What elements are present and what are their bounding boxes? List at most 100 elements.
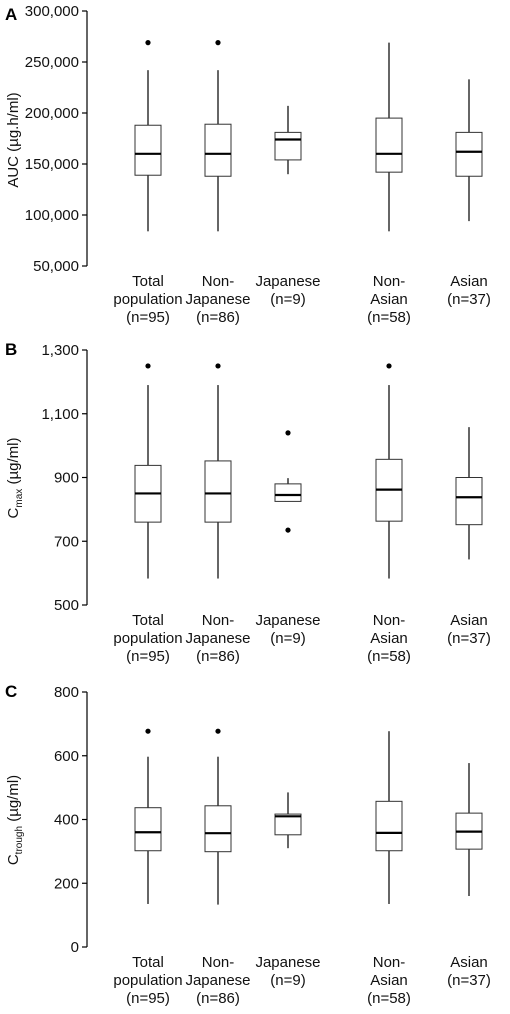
box-5 bbox=[455, 763, 483, 896]
y-tick-label: 300,000 bbox=[25, 3, 79, 20]
box-5 bbox=[455, 79, 483, 222]
box-3 bbox=[274, 105, 302, 175]
outlier-point bbox=[285, 527, 291, 533]
category-label: (n=95) bbox=[126, 309, 170, 326]
category-label: (n=58) bbox=[367, 990, 411, 1007]
y-tick-label: 1,300 bbox=[41, 342, 79, 359]
category-label: Non- bbox=[202, 954, 235, 971]
y-tick-label: 0 bbox=[71, 939, 79, 956]
category-label: Asian bbox=[370, 291, 408, 308]
box-3 bbox=[274, 430, 302, 533]
y-tick-label: 500 bbox=[54, 597, 79, 614]
outlier-point bbox=[145, 40, 151, 46]
category-label: (n=9) bbox=[270, 630, 305, 647]
iqr-box bbox=[375, 800, 403, 852]
y-axis-label-subscript: trough bbox=[14, 826, 25, 854]
box-4 bbox=[375, 363, 403, 579]
y-tick-label: 600 bbox=[54, 748, 79, 765]
panel-letter: C bbox=[5, 682, 17, 701]
category-label: (n=58) bbox=[367, 648, 411, 665]
panel-letter: B bbox=[5, 340, 17, 359]
category-label: Asian bbox=[450, 273, 488, 290]
category-label: Japanese bbox=[185, 291, 250, 308]
category-label: Asian bbox=[450, 954, 488, 971]
box-2 bbox=[204, 728, 232, 905]
category-label: (n=86) bbox=[196, 309, 240, 326]
category-label: (n=9) bbox=[270, 972, 305, 989]
iqr-box bbox=[204, 123, 232, 177]
y-tick-label: 1,100 bbox=[41, 406, 79, 423]
category-label: Total bbox=[132, 954, 164, 971]
y-tick-label: 150,000 bbox=[25, 156, 79, 173]
category-label: Total bbox=[132, 273, 164, 290]
outlier-point bbox=[145, 363, 151, 369]
iqr-box bbox=[134, 124, 162, 176]
y-tick-label: 800 bbox=[54, 684, 79, 701]
box-4 bbox=[375, 42, 403, 232]
category-label: (n=95) bbox=[126, 648, 170, 665]
y-axis-label: AUC (µg.h/ml) bbox=[5, 92, 22, 187]
category-label: Japanese bbox=[255, 273, 320, 290]
iqr-box bbox=[375, 117, 403, 173]
category-label: (n=37) bbox=[447, 630, 491, 647]
iqr-box bbox=[455, 131, 483, 177]
category-label: Asian bbox=[370, 972, 408, 989]
box-1 bbox=[134, 363, 162, 579]
iqr-box bbox=[274, 483, 302, 502]
category-label: (n=86) bbox=[196, 990, 240, 1007]
category-label: (n=37) bbox=[447, 972, 491, 989]
category-label: Non- bbox=[202, 273, 235, 290]
y-axis-label-units: (µg/ml) bbox=[5, 775, 22, 826]
category-label: Japanese bbox=[185, 972, 250, 989]
y-tick-label: 900 bbox=[54, 470, 79, 487]
category-label: Non- bbox=[202, 612, 235, 629]
outlier-point bbox=[215, 728, 221, 734]
outlier-point bbox=[145, 728, 151, 734]
panel-b: B 500 700 900 1,100 1,300 Cmax (µg/ml) Totalpop… bbox=[5, 340, 491, 665]
iqr-box bbox=[204, 460, 232, 523]
category-label: population bbox=[113, 291, 182, 308]
category-label: Japanese bbox=[255, 954, 320, 971]
box-2 bbox=[204, 40, 232, 232]
panel-letter: A bbox=[5, 5, 17, 24]
y-axis-label-units: (µg/ml) bbox=[5, 438, 22, 489]
category-label: Japanese bbox=[255, 612, 320, 629]
box-1 bbox=[134, 40, 162, 232]
category-label: (n=95) bbox=[126, 990, 170, 1007]
category-label: (n=58) bbox=[367, 309, 411, 326]
outlier-point bbox=[215, 363, 221, 369]
category-label: Non- bbox=[373, 954, 406, 971]
iqr-box bbox=[274, 813, 302, 836]
iqr-box bbox=[134, 807, 162, 852]
y-tick-label: 200 bbox=[54, 875, 79, 892]
y-tick-label: 50,000 bbox=[33, 258, 79, 275]
category-label: (n=86) bbox=[196, 648, 240, 665]
y-tick-label: 100,000 bbox=[25, 207, 79, 224]
category-label: (n=9) bbox=[270, 291, 305, 308]
category-label: Asian bbox=[450, 612, 488, 629]
panel-a: A 50,000 100,000 150,000 200,000 250,000 300,0… bbox=[5, 3, 491, 326]
y-axis-label-subscript: max bbox=[14, 489, 25, 508]
outlier-point bbox=[386, 363, 392, 369]
y-tick-label: 250,000 bbox=[25, 54, 79, 71]
box-5 bbox=[455, 427, 483, 560]
category-label: (n=37) bbox=[447, 291, 491, 308]
category-label: Non- bbox=[373, 612, 406, 629]
category-label: population bbox=[113, 972, 182, 989]
box-1 bbox=[134, 728, 162, 904]
iqr-box bbox=[204, 805, 232, 853]
y-axis-label: Ctrough (µg/ml) bbox=[5, 775, 25, 865]
outlier-point bbox=[285, 430, 291, 436]
iqr-box bbox=[274, 131, 302, 161]
category-label: Non- bbox=[373, 273, 406, 290]
y-tick-label: 200,000 bbox=[25, 105, 79, 122]
category-label: population bbox=[113, 630, 182, 647]
y-tick-label: 400 bbox=[54, 812, 79, 829]
box-4 bbox=[375, 731, 403, 904]
box-2 bbox=[204, 363, 232, 579]
box-3 bbox=[274, 792, 302, 849]
outlier-point bbox=[215, 40, 221, 46]
y-tick-label: 700 bbox=[54, 533, 79, 550]
iqr-box bbox=[455, 477, 483, 526]
